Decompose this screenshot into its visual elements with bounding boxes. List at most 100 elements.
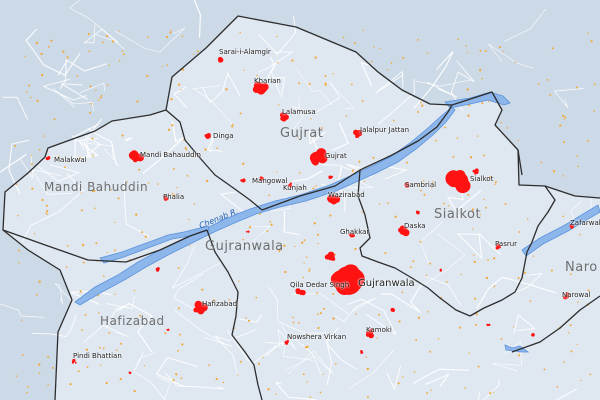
urban-patch: [531, 333, 534, 337]
settlement-dot: [464, 387, 467, 389]
settlement-dot: [98, 312, 100, 314]
settlement-dot: [170, 29, 172, 32]
settlement-dot: [468, 352, 470, 354]
settlement-dot: [175, 373, 178, 376]
settlement-dot: [102, 41, 104, 44]
settlement-dot: [563, 118, 566, 120]
settlement-dot: [502, 50, 505, 53]
settlement-dot: [586, 139, 589, 142]
settlement-dot: [378, 313, 381, 316]
road-segment: [134, 371, 167, 400]
settlement-dot: [283, 244, 286, 247]
urban-patch: [415, 210, 419, 213]
urban-patch: [242, 179, 246, 182]
settlement-dot: [429, 350, 432, 353]
settlement-dot: [161, 65, 163, 68]
settlement-dot: [570, 273, 572, 275]
settlement-dot: [437, 338, 440, 340]
river-branch: [99, 225, 210, 264]
urban-patch: [299, 291, 303, 296]
settlement-dot: [51, 366, 54, 369]
city-label-daska: Daska: [404, 222, 426, 230]
settlement-dot: [117, 197, 120, 200]
city-label-lalamusa: Lalamusa: [282, 108, 316, 116]
settlement-dot: [266, 242, 269, 245]
settlement-dot: [47, 45, 50, 48]
urban-patch: [566, 295, 569, 298]
settlement-dot: [79, 290, 82, 293]
urban-patch: [458, 174, 467, 182]
settlement-dot: [514, 61, 516, 63]
settlement-dot: [308, 269, 311, 272]
urban-patch: [355, 134, 359, 139]
settlement-dot: [309, 268, 311, 270]
settlement-dot: [215, 377, 218, 381]
urban-patch: [327, 195, 333, 202]
road-segment: [308, 129, 327, 150]
settlement-dot: [257, 362, 261, 365]
road-segment: [25, 28, 81, 76]
road-segment: [287, 97, 304, 137]
road-segment: [265, 340, 284, 357]
road-segment: [19, 154, 34, 180]
urban-patch: [130, 150, 139, 159]
settlement-dot: [297, 137, 300, 139]
settlement-dot: [276, 171, 278, 173]
settlement-dot: [487, 259, 489, 261]
road-segment: [42, 78, 88, 101]
settlement-dot: [239, 112, 242, 115]
settlement-dot: [324, 82, 326, 84]
settlement-dot: [146, 74, 149, 78]
urban-patch: [257, 85, 263, 91]
settlement-dot: [494, 183, 496, 185]
road-segment: [328, 80, 355, 109]
settlement-dot: [301, 241, 304, 244]
settlement-dot: [91, 137, 94, 140]
settlement-dot: [443, 202, 445, 205]
settlement-dot: [297, 321, 300, 324]
road-segment: [325, 327, 357, 370]
settlement-dot: [332, 73, 334, 75]
urban-patch: [289, 182, 292, 185]
settlement-dot: [95, 89, 97, 91]
road-segment: [133, 352, 157, 371]
settlement-dot: [406, 161, 408, 164]
settlement-dot: [354, 247, 357, 251]
settlement-dot: [315, 185, 317, 187]
road-segment: [504, 8, 547, 42]
settlement-dot: [133, 289, 136, 292]
settlement-dot: [481, 77, 483, 80]
road-segment: [8, 139, 30, 195]
river-southeast: [521, 204, 600, 257]
urban-patch: [194, 300, 202, 309]
road-segment: [316, 82, 341, 112]
settlement-dot: [378, 203, 381, 205]
city-label-mangowal: Mangowal: [252, 177, 288, 185]
road-segment: [426, 81, 457, 98]
settlement-dot: [45, 204, 48, 207]
settlement-dot: [593, 110, 595, 112]
settlement-dot: [41, 198, 44, 202]
settlement-dot: [443, 127, 445, 129]
road-segment: [155, 356, 198, 388]
settlement-dot: [292, 316, 294, 319]
settlement-dot: [80, 209, 83, 212]
urban-patch: [156, 268, 160, 271]
settlement-dot: [361, 100, 364, 102]
settlement-dot: [122, 53, 125, 56]
settlement-dot: [308, 82, 311, 85]
settlement-dot: [562, 175, 564, 177]
settlement-dot: [38, 148, 41, 151]
road-segment: [553, 88, 584, 108]
settlement-dot: [527, 218, 529, 220]
settlement-dot: [334, 253, 337, 256]
settlement-dot: [483, 198, 485, 201]
settlement-dot: [513, 326, 515, 328]
settlement-dot: [92, 155, 94, 157]
settlement-dot: [540, 161, 543, 164]
settlement-dot: [167, 128, 171, 131]
urban-patch: [247, 231, 250, 233]
settlement-dot: [562, 215, 565, 218]
urban-patch: [329, 177, 332, 180]
